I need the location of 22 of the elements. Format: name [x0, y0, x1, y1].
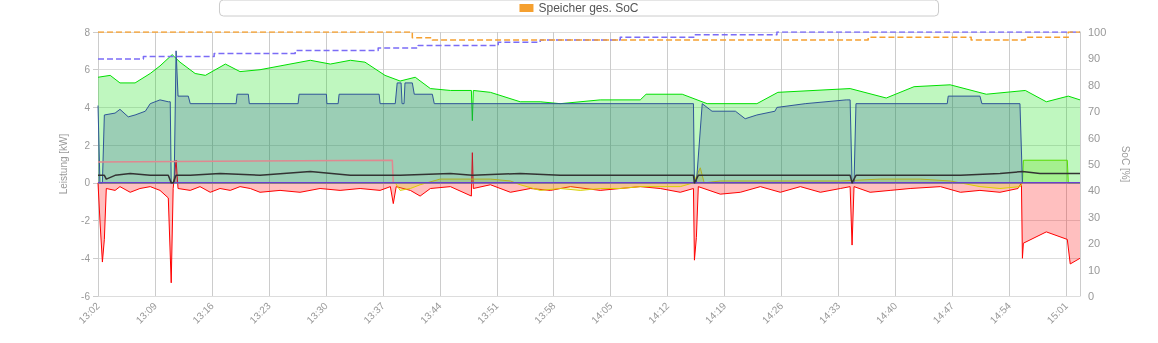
- y2-tick-label: 30: [1088, 210, 1101, 223]
- y2-tick-label: 40: [1088, 184, 1101, 197]
- y2-tick-label: 80: [1088, 78, 1101, 91]
- y2-tick-label: 20: [1088, 237, 1101, 250]
- legend-label: Speicher ges. SoC: [538, 1, 639, 15]
- y-tick-label: 0: [84, 177, 91, 189]
- y-tick-label: 6: [84, 64, 91, 76]
- y2-tick-label: 90: [1088, 52, 1101, 65]
- y2-tick-label: 60: [1088, 131, 1101, 144]
- y2-tick-label: 100: [1088, 26, 1107, 38]
- y2-axis-title: SoC [%]: [1119, 145, 1131, 183]
- y-axis-title: Leistung [kW]: [57, 133, 69, 195]
- y-tick-label: -6: [81, 290, 91, 302]
- y2-tick-label: 70: [1088, 105, 1101, 118]
- y-tick-label: 2: [84, 139, 91, 151]
- y-tick-label: 4: [84, 101, 91, 113]
- y2-tick-label: 50: [1088, 158, 1101, 170]
- y2-tick-label: 0: [1088, 290, 1095, 302]
- y-tick-label: 8: [84, 26, 91, 38]
- y-tick-label: -2: [81, 215, 91, 227]
- y-tick-label: -4: [81, 252, 91, 264]
- y2-tick-label: 10: [1088, 263, 1101, 276]
